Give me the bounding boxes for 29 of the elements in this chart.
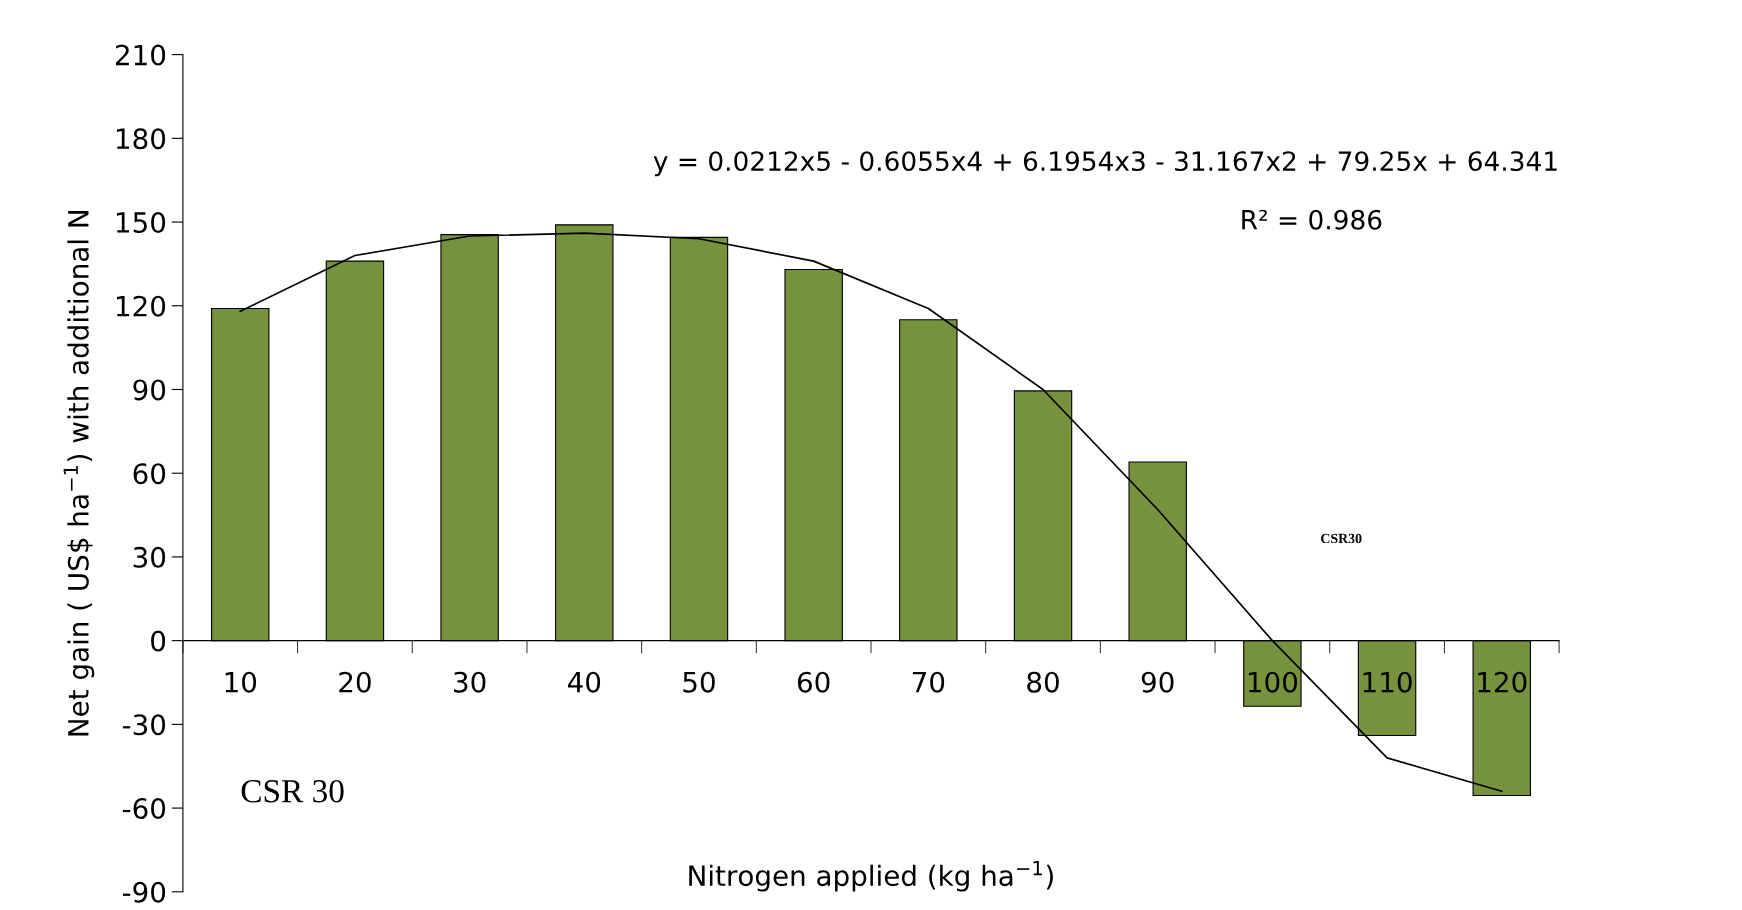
- y-tick-label: 30: [133, 546, 166, 568]
- y-tick-label: 90: [133, 379, 166, 401]
- x-tick-label: 80: [1027, 671, 1059, 693]
- y-axis-title: Net gain ( US$ ha$^{−1}$) with additional N: [63, 211, 95, 736]
- y-tick-label: -60: [122, 798, 166, 820]
- annotation: CSR 30: [241, 779, 344, 803]
- x-tick-label: 30: [454, 671, 486, 693]
- x-tick-label: 90: [1141, 671, 1174, 693]
- y-tick-label: -90: [122, 881, 166, 903]
- x-tick-label: 60: [797, 671, 830, 693]
- y-tick-label: 120: [116, 295, 166, 317]
- y-tick-label: 0: [151, 630, 166, 652]
- annotation: R² = 0.986: [1242, 209, 1382, 230]
- x-tick-label: 110: [1363, 671, 1412, 693]
- y-tick-label: 60: [133, 463, 166, 485]
- x-tick-label: 120: [1478, 671, 1527, 693]
- x-tick-label: 70: [912, 671, 945, 693]
- annotation: CSR30: [1321, 533, 1362, 544]
- x-tick-label: 40: [567, 671, 601, 693]
- annotation: y = 0.0212x5 - 0.6055x4 + 6.1954x3 - 31.167x2 + 79.25x + 64.341: [653, 151, 1557, 177]
- x-tick-label: 10: [225, 671, 257, 693]
- y-tick-label: 150: [116, 211, 166, 233]
- y-tick-label: 180: [116, 128, 166, 150]
- y-tick-label: 210: [115, 44, 166, 66]
- x-tick-label: 50: [683, 671, 715, 693]
- y-tick-label: -30: [122, 714, 166, 736]
- x-tick-label: 100: [1248, 671, 1298, 693]
- x-tick-label: 20: [339, 671, 371, 693]
- x-axis-title: Nitrogen applied (kg ha$^{−1}$): [689, 860, 1053, 892]
